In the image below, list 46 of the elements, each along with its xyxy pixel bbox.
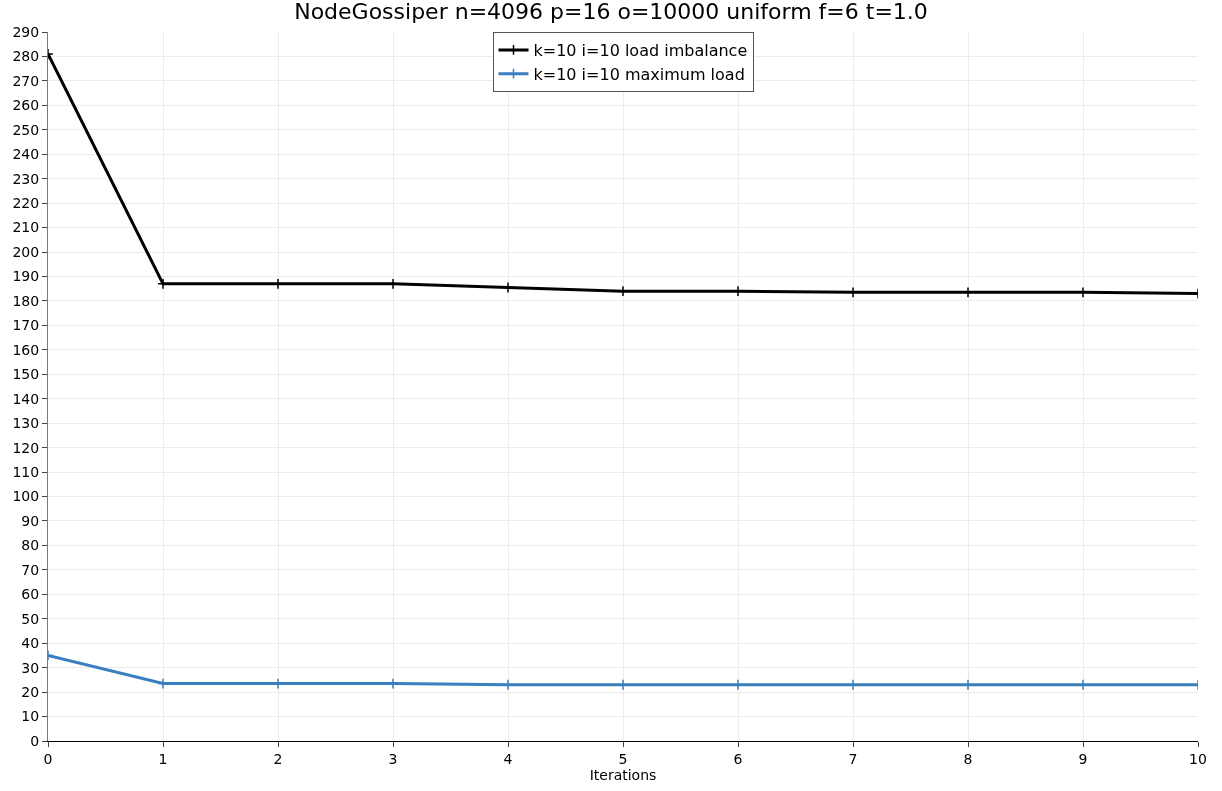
x-tick-label: 0 [43,750,53,767]
y-tick-label: 200 [12,243,40,260]
x-axis-title: Iterations [589,766,657,783]
y-tick-label: 270 [12,72,40,89]
y-tick-label: 10 [21,708,40,725]
y-tick-label: 80 [21,537,40,554]
y-tick-label: 120 [12,439,40,456]
x-tick-label: 5 [618,750,628,767]
x-tick-label: 8 [963,750,973,767]
y-tick-label: 260 [12,97,40,114]
y-tick-label: 140 [12,390,40,407]
y-tick-label: 170 [12,317,40,334]
y-tick-label: 230 [12,170,40,187]
y-tick-label: 280 [12,48,40,65]
y-tick-label: 180 [12,292,40,309]
y-tick-label: 190 [12,268,40,285]
x-tick-label: 4 [503,750,513,767]
x-tick-label: 10 [1189,750,1207,767]
y-tick-label: 60 [21,586,40,603]
y-tick-label: 20 [21,684,40,700]
x-tick-label: 9 [1078,750,1088,767]
y-tick-label: 110 [12,463,40,480]
x-tick-label: 2 [273,750,283,767]
y-tick-label: 160 [12,341,40,358]
y-tick-label: 130 [12,415,40,432]
y-tick-label: 210 [12,219,40,236]
y-tick-label: 50 [21,610,40,627]
x-tick-label: 7 [848,750,858,767]
y-tick-label: 100 [12,488,40,505]
chart-title: NodeGossiper n=4096 p=16 o=10000 uniform f=6 t=1.0 [294,0,928,25]
y-tick-label: 150 [12,366,40,383]
point [502,281,514,294]
x-tick-label: 1 [158,750,168,767]
y-tick-label: 70 [21,561,40,578]
y-tick-label: 220 [12,195,40,212]
x-tick-label: 6 [733,750,743,767]
y-tick-label: 250 [12,121,40,138]
y-tick-label: 30 [21,659,40,676]
legend-label: k=10 i=10 maximum load [533,64,745,84]
legend-label: k=10 i=10 load imbalance [533,41,748,61]
y-tick-label: 90 [21,512,40,529]
y-tick-label: 0 [30,732,40,749]
y-tick-label: 40 [21,635,40,652]
y-tick-label: 290 [12,23,40,40]
x-tick-label: 3 [388,750,398,767]
y-tick-label: 240 [12,146,40,163]
